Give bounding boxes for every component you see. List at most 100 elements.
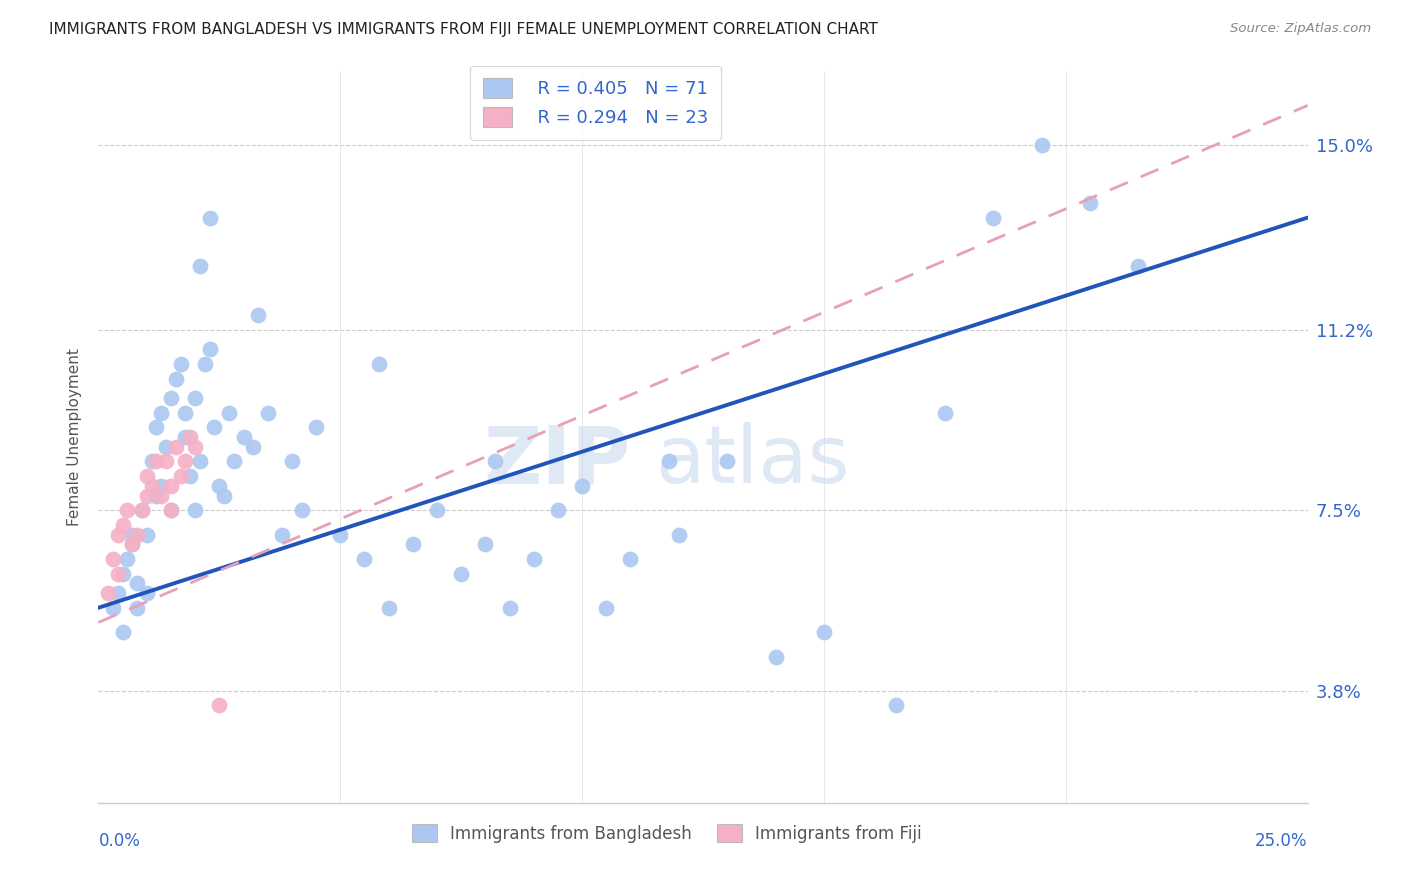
Point: [101, 552, 124, 566]
Point: [97, 586, 120, 600]
Point: [668, 527, 690, 541]
Point: [934, 406, 956, 420]
Point: [179, 469, 201, 483]
Legend: Immigrants from Bangladesh, Immigrants from Fiji: Immigrants from Bangladesh, Immigrants f…: [405, 818, 928, 849]
Point: [426, 503, 449, 517]
Point: [813, 625, 835, 640]
Point: [194, 357, 217, 371]
Text: ZIP: ZIP: [484, 423, 630, 500]
Point: [716, 454, 738, 468]
Point: [353, 552, 375, 566]
Point: [160, 479, 183, 493]
Point: [281, 454, 304, 468]
Point: [135, 527, 157, 541]
Point: [212, 489, 235, 503]
Point: [107, 586, 129, 600]
Point: [169, 469, 191, 483]
Point: [155, 440, 177, 454]
Point: [111, 566, 134, 581]
Point: [141, 454, 163, 468]
Point: [179, 430, 201, 444]
Point: [165, 440, 187, 454]
Point: [484, 454, 506, 468]
Point: [160, 503, 183, 517]
Point: [474, 537, 496, 551]
Point: [368, 357, 391, 371]
Point: [184, 440, 207, 454]
Point: [174, 454, 197, 468]
Point: [150, 489, 173, 503]
Point: [101, 600, 124, 615]
Point: [145, 489, 167, 503]
Text: Source: ZipAtlas.com: Source: ZipAtlas.com: [1230, 22, 1371, 36]
Point: [111, 517, 134, 532]
Text: atlas: atlas: [655, 423, 849, 500]
Point: [141, 479, 163, 493]
Point: [204, 420, 226, 434]
Point: [619, 552, 641, 566]
Point: [150, 479, 173, 493]
Point: [523, 552, 546, 566]
Point: [1078, 196, 1101, 211]
Point: [160, 391, 183, 405]
Point: [174, 406, 197, 420]
Point: [184, 391, 207, 405]
Point: [127, 527, 149, 541]
Point: [145, 454, 167, 468]
Point: [150, 406, 173, 420]
Point: [121, 537, 143, 551]
Point: [329, 527, 352, 541]
Point: [111, 625, 134, 640]
Point: [886, 698, 908, 713]
Point: [450, 566, 472, 581]
Point: [135, 586, 157, 600]
Point: [169, 357, 191, 371]
Point: [765, 649, 787, 664]
Point: [160, 503, 183, 517]
Point: [595, 600, 617, 615]
Point: [174, 430, 197, 444]
Point: [218, 406, 240, 420]
Point: [198, 343, 221, 357]
Point: [377, 600, 399, 615]
Point: [107, 566, 129, 581]
Point: [402, 537, 425, 551]
Point: [131, 503, 153, 517]
Point: [127, 600, 149, 615]
Point: [127, 576, 149, 591]
Text: IMMIGRANTS FROM BANGLADESH VS IMMIGRANTS FROM FIJI FEMALE UNEMPLOYMENT CORRELATI: IMMIGRANTS FROM BANGLADESH VS IMMIGRANTS…: [49, 22, 879, 37]
Point: [247, 308, 270, 322]
Point: [165, 371, 187, 385]
Y-axis label: Female Unemployment: Female Unemployment: [67, 348, 83, 526]
Point: [117, 552, 139, 566]
Point: [198, 211, 221, 225]
Point: [117, 503, 139, 517]
Point: [188, 454, 211, 468]
Point: [145, 420, 167, 434]
Point: [305, 420, 328, 434]
Point: [121, 537, 143, 551]
Point: [135, 489, 157, 503]
Point: [1031, 137, 1053, 152]
Point: [498, 600, 520, 615]
Point: [188, 260, 211, 274]
Point: [1128, 260, 1150, 274]
Point: [208, 479, 231, 493]
Point: [135, 469, 157, 483]
Point: [547, 503, 569, 517]
Point: [271, 527, 294, 541]
Point: [232, 430, 254, 444]
Text: 0.0%: 0.0%: [98, 832, 141, 850]
Point: [121, 527, 143, 541]
Text: 25.0%: 25.0%: [1256, 832, 1308, 850]
Point: [242, 440, 264, 454]
Point: [571, 479, 593, 493]
Point: [131, 503, 153, 517]
Point: [155, 454, 177, 468]
Point: [658, 454, 681, 468]
Point: [222, 454, 245, 468]
Point: [107, 527, 129, 541]
Point: [256, 406, 278, 420]
Point: [290, 503, 312, 517]
Point: [184, 503, 207, 517]
